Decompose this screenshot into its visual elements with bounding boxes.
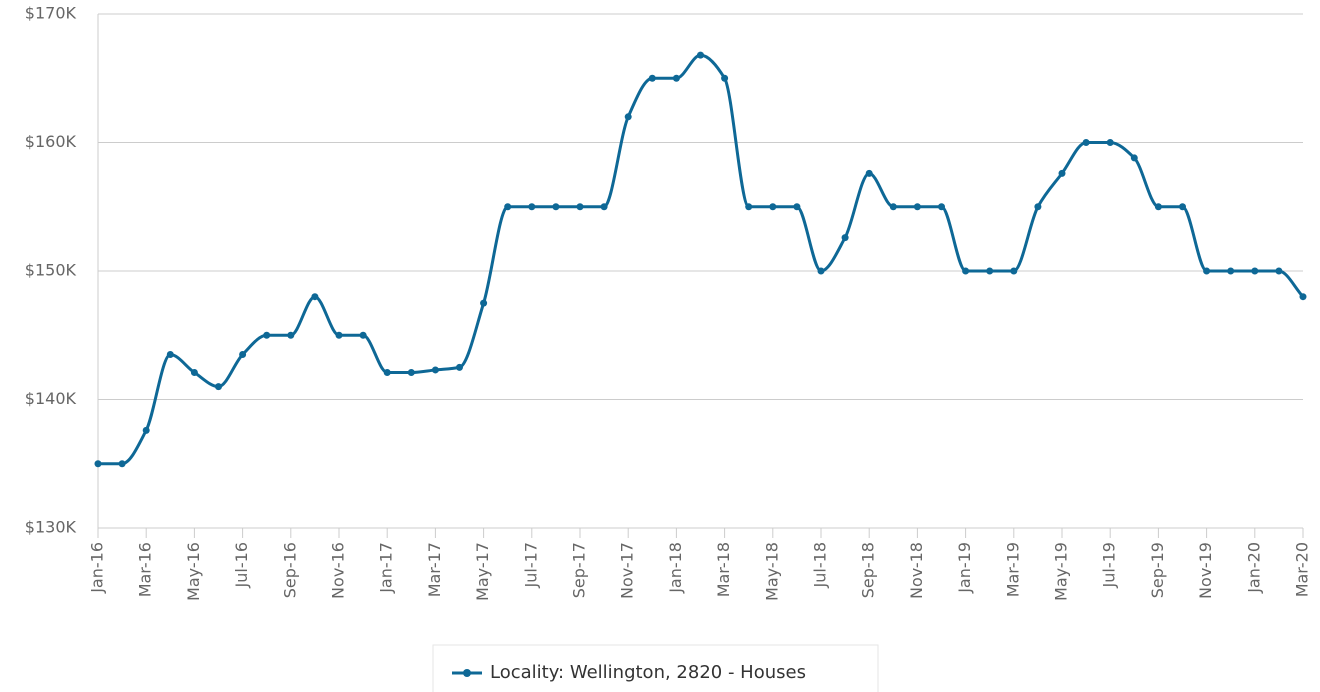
point [865, 169, 873, 177]
point [456, 363, 463, 371]
point [239, 351, 247, 359]
point [576, 203, 584, 211]
point [1179, 203, 1186, 211]
point [1203, 267, 1211, 275]
y-tick-label: $150K [25, 261, 77, 280]
point [1106, 139, 1114, 146]
x-tick-label: Jul-19 [1100, 542, 1119, 588]
point [1154, 203, 1162, 211]
point [311, 293, 319, 301]
point [769, 203, 777, 211]
point [166, 351, 174, 359]
point [1251, 267, 1259, 275]
point [1299, 293, 1307, 301]
point [624, 113, 632, 121]
legend-box [432, 644, 879, 692]
point [431, 366, 439, 374]
point [600, 203, 608, 211]
x-tick-label: Jan-20 [1244, 542, 1263, 594]
x-tick-label: Mar-18 [714, 542, 733, 597]
point [480, 299, 488, 307]
legend: Locality: Wellington, 2820 - Houses [432, 644, 879, 692]
x-tick-label: Sep-18 [859, 542, 878, 598]
legend-label: Locality: Wellington, 2820 - Houses [490, 662, 806, 683]
x-tick-label: Sep-16 [280, 542, 299, 598]
point [552, 203, 560, 211]
y-tick-label: $140K [25, 389, 77, 408]
x-tick-label: Nov-18 [907, 542, 926, 599]
point [648, 74, 656, 82]
point [938, 203, 945, 211]
x-tick-label: May-16 [184, 542, 203, 601]
point [986, 267, 994, 275]
x-tick-label: Jul-17 [521, 542, 540, 588]
point [118, 460, 126, 468]
point [1010, 267, 1018, 275]
x-tick-label: Mar-20 [1293, 542, 1312, 597]
x-tick-label: Mar-19 [1003, 542, 1022, 597]
point [407, 369, 415, 377]
point [793, 203, 801, 211]
y-tick-label: $170K [25, 4, 77, 23]
x-tick-label: Mar-17 [425, 542, 444, 597]
x-tick-label: Jan-16 [88, 542, 107, 594]
point [672, 74, 680, 82]
x-tick-label: Jan-19 [955, 542, 974, 594]
x-tick-label: Sep-19 [1148, 542, 1167, 598]
point [383, 369, 391, 377]
line [97, 53, 1305, 466]
point [962, 267, 970, 275]
x-tick-label: Jul-16 [232, 542, 251, 588]
y-tick-label: $130K [25, 518, 77, 537]
point [94, 460, 102, 468]
x-tick-label: Nov-16 [329, 542, 348, 599]
y-tick-label: $160K [25, 132, 77, 151]
legend-marker [463, 669, 471, 677]
x-tick-label: Nov-19 [1196, 542, 1215, 599]
x-tick-label: Nov-17 [618, 542, 637, 599]
point [287, 331, 295, 339]
point [697, 51, 704, 59]
point [1082, 139, 1090, 146]
x-tick-label: May-17 [473, 542, 492, 601]
point [335, 331, 343, 339]
point [528, 203, 536, 211]
point [721, 74, 729, 82]
point [817, 267, 825, 275]
point [504, 203, 512, 211]
x-tick-label: Jul-18 [811, 542, 830, 588]
point [142, 426, 150, 434]
x-tick-label: May-19 [1052, 542, 1071, 601]
point [1275, 267, 1283, 275]
point [190, 369, 198, 377]
point [215, 383, 222, 391]
x-tick-label: Jan-17 [377, 542, 396, 594]
point [889, 203, 897, 211]
point [913, 203, 921, 211]
point [841, 234, 849, 242]
point [263, 331, 271, 339]
x-tick-label: Jan-18 [666, 542, 685, 594]
point [1227, 267, 1235, 275]
point [359, 331, 367, 339]
point [745, 203, 753, 211]
x-tick-label: Sep-17 [570, 542, 589, 598]
x-tick-label: Mar-16 [136, 542, 155, 597]
point [1130, 154, 1138, 162]
x-tick-label: May-18 [762, 542, 781, 601]
point [1034, 203, 1042, 211]
point [1058, 169, 1066, 177]
